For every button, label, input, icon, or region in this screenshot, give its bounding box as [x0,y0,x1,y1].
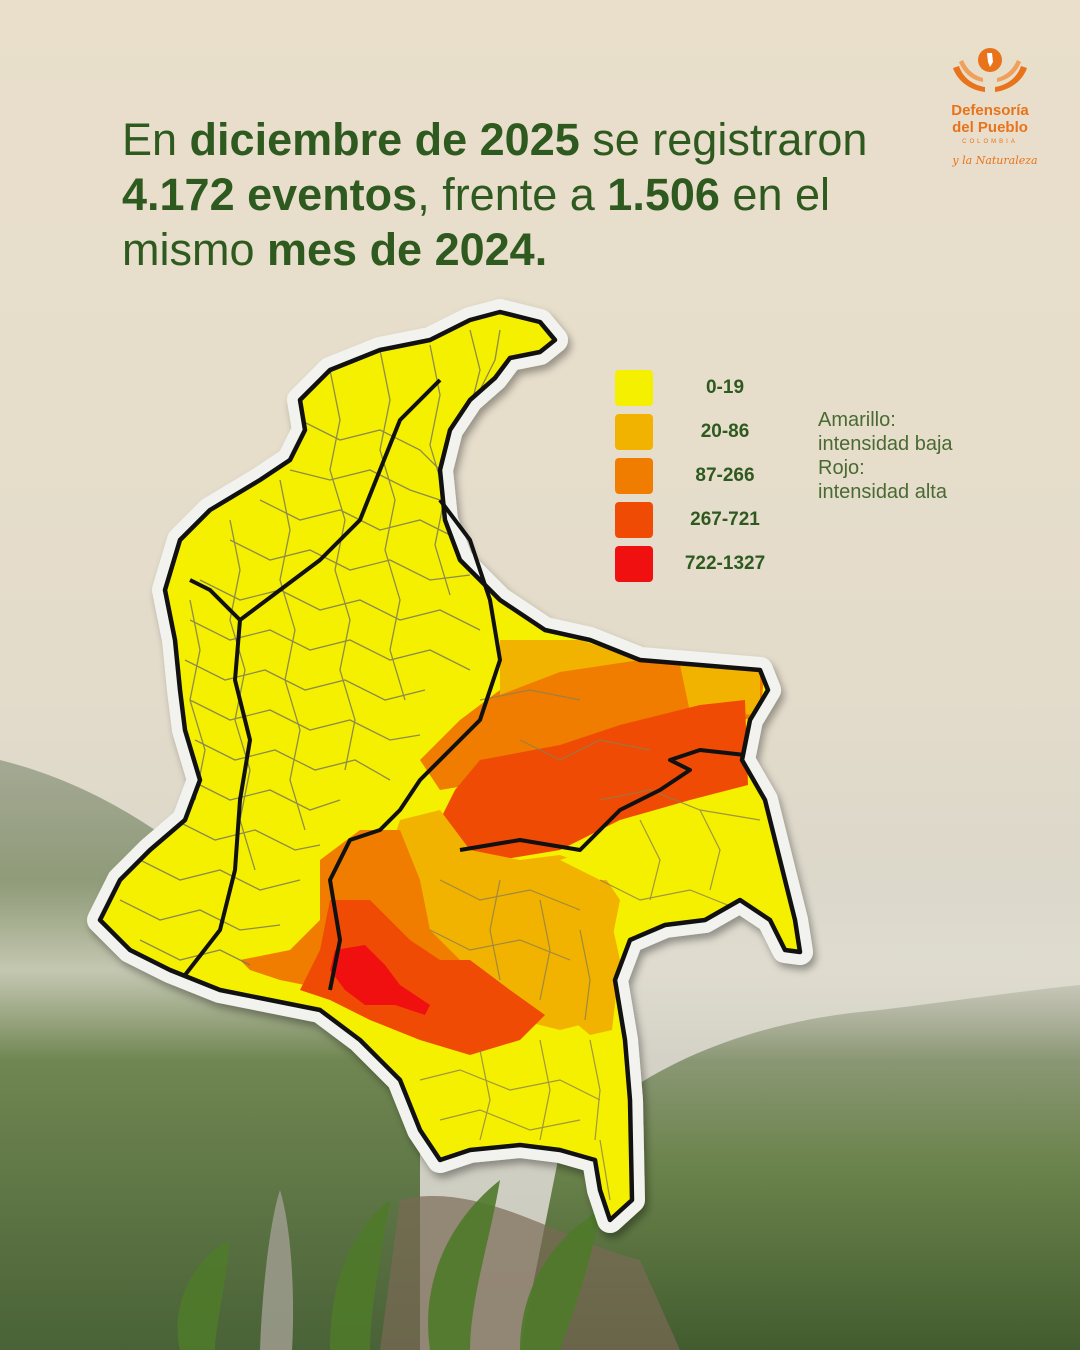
region-20-86-southeast [545,915,620,1035]
legend-swatch [615,546,653,582]
legend-item-0-19: 0-19 [615,370,815,406]
legend-label: 87-266 [695,465,755,486]
note-red-desc: intensidad alta [818,481,947,503]
logo-line-1: Defensoría [951,102,1029,119]
note-red-title: Rojo: [818,457,865,479]
region-722-1327-hotspot [330,945,430,1015]
region-267-721-southwest [300,900,545,1055]
note-yellow-title: Amarillo: [818,409,896,431]
legend-item-20-86: 20-86 [615,414,815,450]
hands-logo-icon [953,48,1027,92]
intensity-note: Amarillo: intensidad baja Rojo: intensid… [818,408,1058,504]
defensoria-logo: Defensoría del Pueblo COLOMBIA y la Natu… [935,40,1045,180]
legend-label: 0-19 [705,377,745,398]
legend-item-722-1327: 722-1327 [615,546,815,582]
headline-bold-month: mes de 2024. [267,224,548,275]
headline-text-1: En [122,114,190,165]
legend-swatch [615,370,653,406]
logo-line-4: y la Naturaleza [952,154,1038,167]
legend-swatch [615,458,653,494]
logo-line-3: COLOMBIA [962,139,1018,145]
region-0-19-east [560,830,740,880]
logo-line-2: del Pueblo [952,119,1028,136]
legend-swatch [615,502,653,538]
legend-item-87-266: 87-266 [615,458,815,494]
headline-bold-date: diciembre de 2025 [189,114,580,165]
region-20-86-north [500,640,640,695]
legend-label: 20-86 [700,421,750,442]
legend-label: 722-1327 [684,553,766,574]
note-yellow-desc: intensidad baja [818,433,953,455]
headline-bold-events: 4.172 eventos [122,169,418,220]
headline-bold-previous: 1.506 [607,169,720,220]
legend-item-267-721: 267-721 [615,502,815,538]
headline-text-4: en el mismo [122,169,831,275]
legend-label: 267-721 [690,509,760,530]
headline-text-2: se registraron [579,114,868,165]
region-boundaries [183,378,746,991]
headline: En diciembre de 2025 se registraron 4.17… [122,112,922,277]
legend-swatch [615,414,653,450]
headline-text-3: , frente a [417,169,608,220]
region-267-721-central [440,700,748,860]
